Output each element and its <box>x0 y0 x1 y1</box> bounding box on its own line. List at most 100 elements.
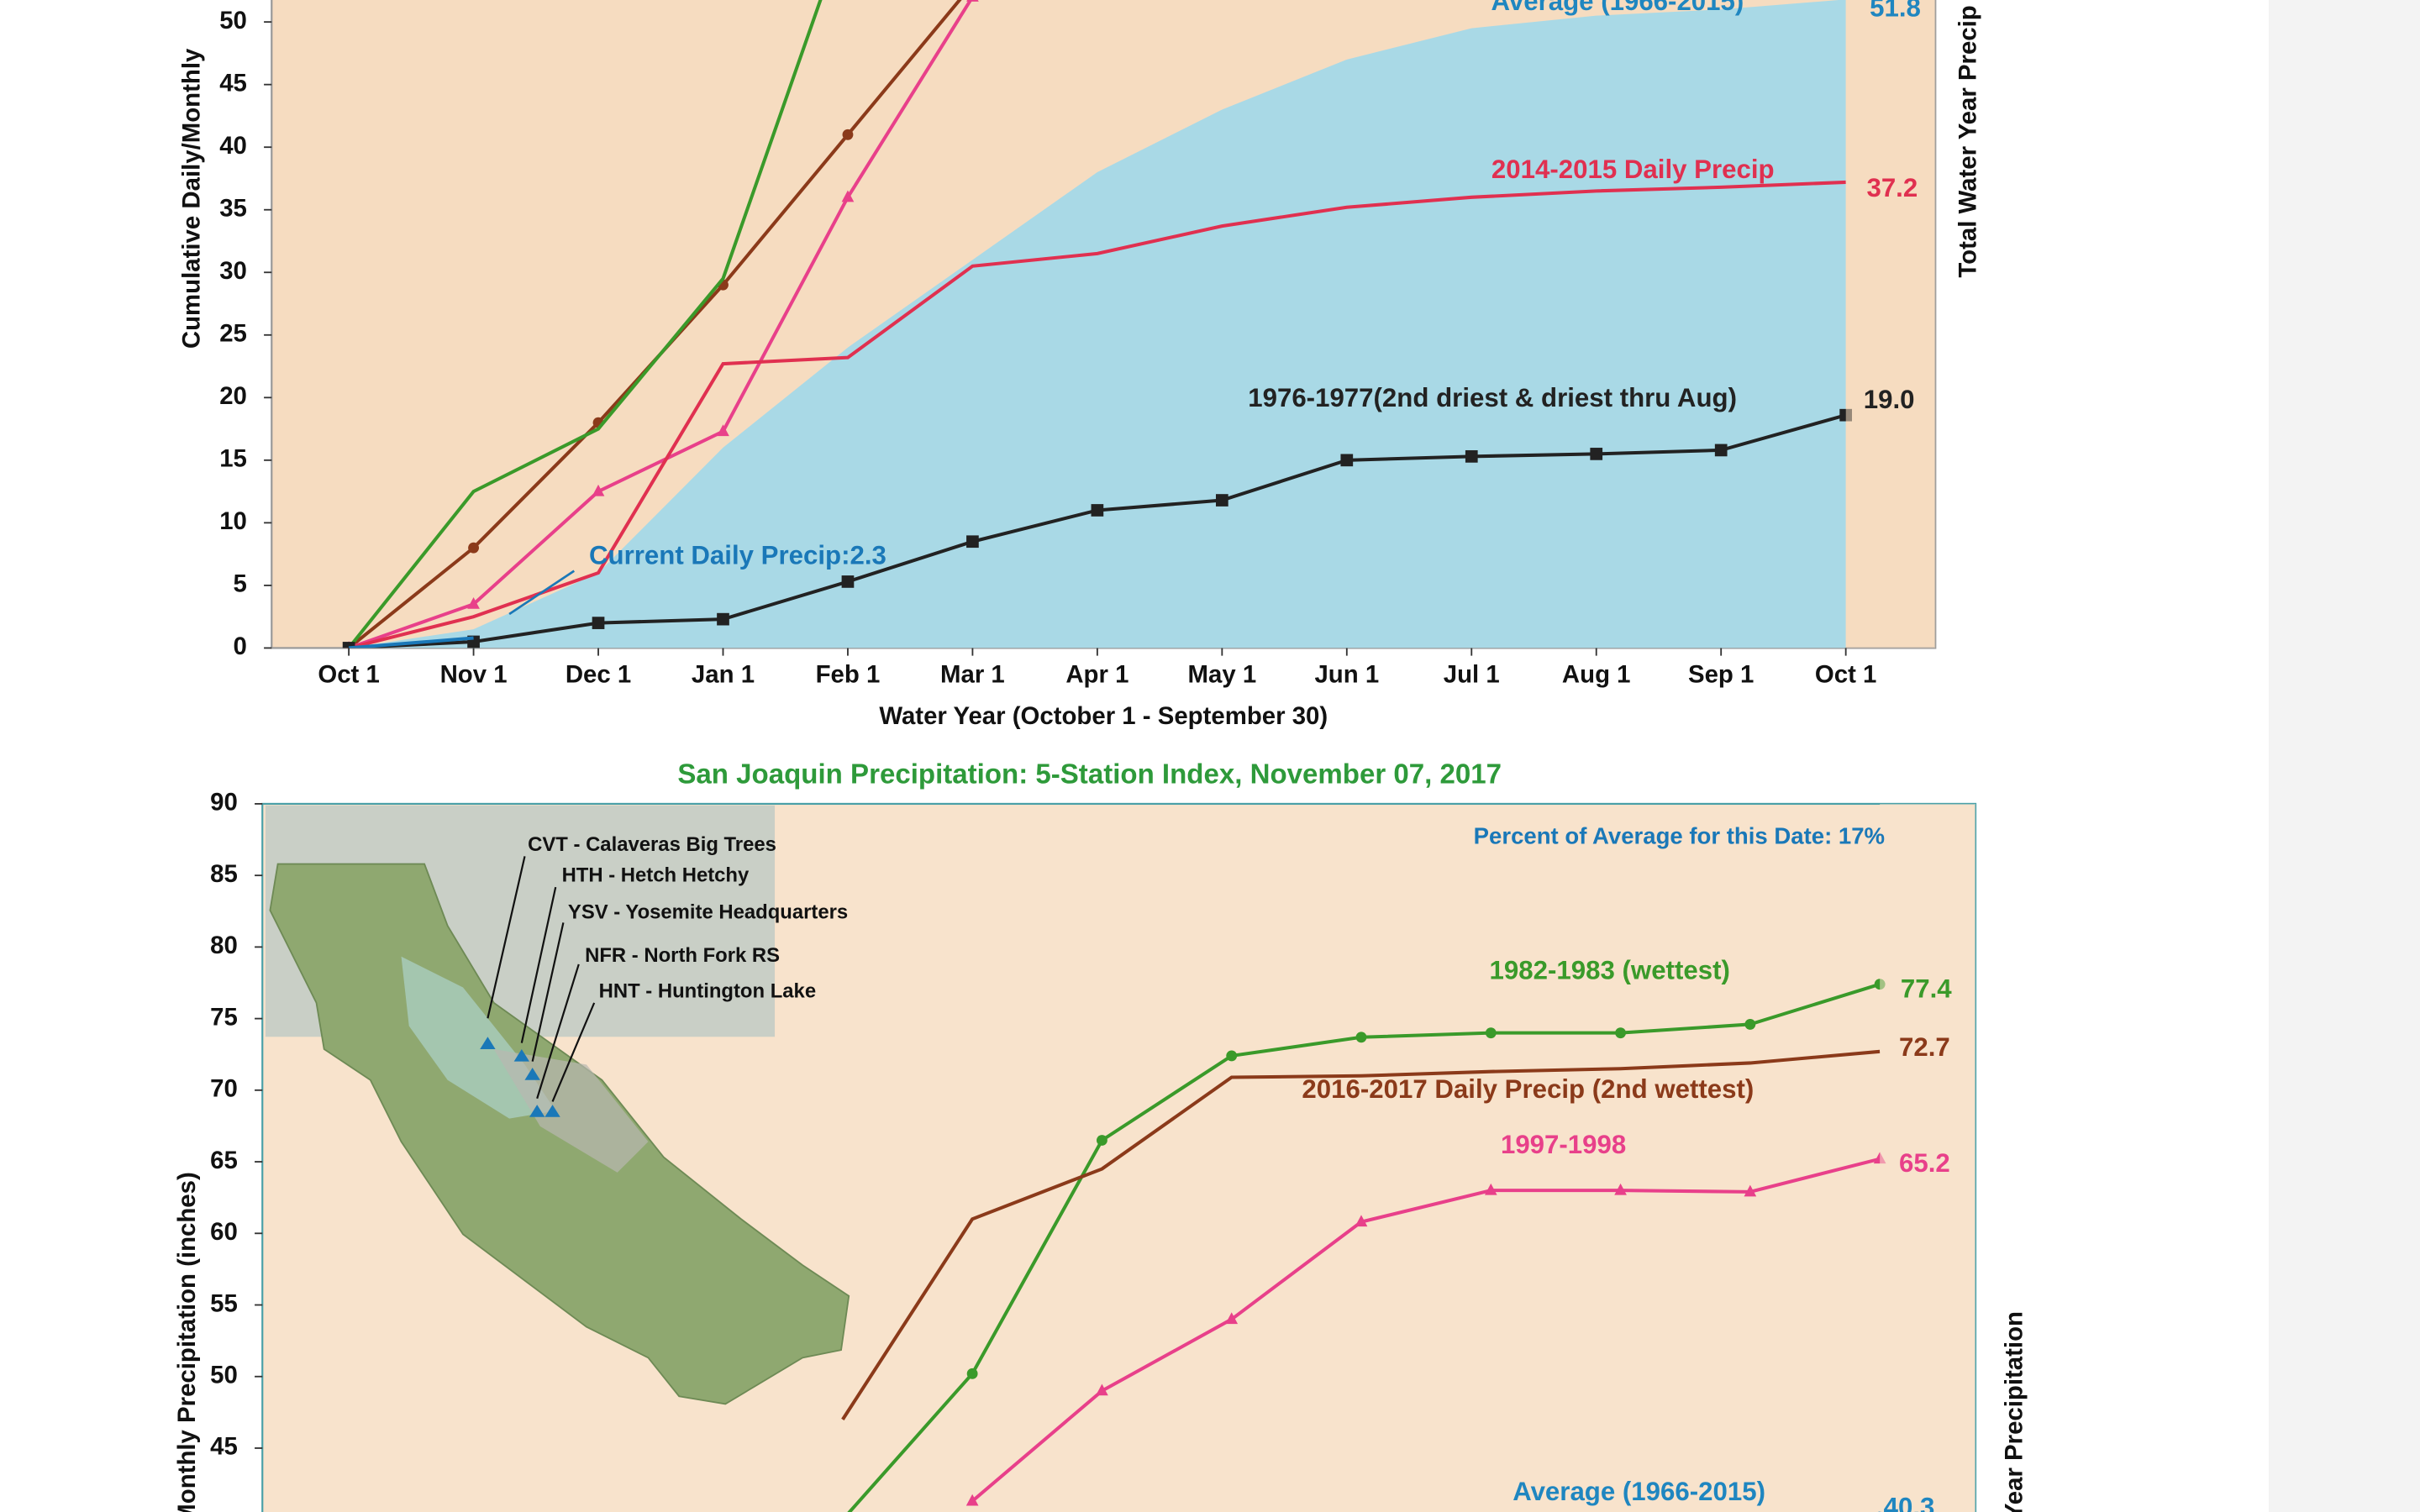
point-marker <box>1590 448 1603 460</box>
point-marker <box>592 484 605 496</box>
y-tick-label: 25 <box>219 320 247 348</box>
point-marker <box>965 1494 979 1506</box>
point-marker <box>1465 450 1478 463</box>
x-tick-label: Dec 1 <box>566 660 631 688</box>
station-marker <box>529 1105 545 1117</box>
x-tick-label: Apr 1 <box>1065 660 1128 688</box>
series-line <box>348 0 973 648</box>
x-tick-label: May 1 <box>1188 660 1257 688</box>
y-tick-label: 20 <box>219 382 247 410</box>
point-marker <box>841 575 855 588</box>
point-marker <box>1097 1135 1107 1146</box>
series-label: Current Daily Precip:2.3 <box>589 540 886 570</box>
y-tick-label: 90 <box>210 789 238 816</box>
y2-axis-label: Year Precipitation <box>2001 1311 2028 1512</box>
station-label: CVT - Calaveras Big Trees <box>528 833 776 856</box>
leader <box>487 856 526 1019</box>
point-marker <box>468 542 479 554</box>
series-label: 2014-2015 Daily Precip <box>1491 155 1775 184</box>
y-axis-label: Cumulative Daily/Monthly <box>177 48 205 349</box>
end-value-label: 65.2 <box>1899 1148 1950 1178</box>
station-label: NFR - North Fork RS <box>585 944 780 967</box>
series-line <box>971 1157 1881 1503</box>
leader <box>551 1002 596 1102</box>
point-marker <box>592 617 605 629</box>
point-marker <box>1096 1383 1108 1396</box>
series-line <box>841 1049 1881 1420</box>
end-value-label: 77.4 <box>1901 974 1952 1003</box>
point-marker <box>966 1368 978 1379</box>
point-marker <box>966 0 979 2</box>
series-line <box>347 0 823 648</box>
point-marker <box>1485 1027 1497 1039</box>
y-tick-label: 35 <box>219 194 247 222</box>
x-axis-label: Water Year (October 1 - September 30) <box>879 702 1328 730</box>
series-label: 2016-2017 Daily Precip (2nd wettest) <box>1302 1074 1754 1104</box>
series-label: 1982-1983 (wettest) <box>1490 955 1730 984</box>
station-label: HNT - Huntington Lake <box>599 979 816 1002</box>
series-label: 1976-1977(2nd driest & driest thru Aug) <box>1248 383 1737 412</box>
y-tick-label: 45 <box>219 69 247 97</box>
series-label: Average (1966-2015) <box>1512 1477 1765 1506</box>
texts: 0 5 10 15 20 25 30 35 40 45 50 Oct 1 Nov 1 Dec 1 Jan 1… <box>173 0 2028 1512</box>
leader <box>520 886 557 1043</box>
point-marker <box>1744 1019 1756 1030</box>
y-tick-label: 75 <box>210 1003 238 1031</box>
y-tick-label: 50 <box>210 1362 238 1389</box>
station-marker <box>513 1048 529 1062</box>
station-markers <box>480 1037 560 1117</box>
point-marker <box>1714 444 1728 457</box>
sierra-area <box>493 1048 649 1173</box>
point-marker <box>467 596 480 609</box>
point-marker <box>1744 1184 1757 1197</box>
x-tick-label: Nov 1 <box>440 660 508 688</box>
point-marker <box>1226 1050 1238 1062</box>
point-marker <box>842 129 854 140</box>
y-tick-label: 30 <box>219 257 247 285</box>
y-axis-label: Monthly Precipitation (inches) <box>173 1172 201 1512</box>
x-tick-label: Aug 1 <box>1562 660 1631 688</box>
edge-band <box>1880 803 1976 1512</box>
station-label: HTH - Hetch Hetchy <box>562 864 750 887</box>
point-marker <box>717 424 729 437</box>
point-marker <box>342 642 355 648</box>
point-marker <box>717 612 729 626</box>
x-tick-label: Sep 1 <box>1688 660 1754 688</box>
y-tick-label: 45 <box>210 1433 238 1461</box>
y-tick-label: 50 <box>219 7 247 34</box>
y-tick-label: 15 <box>219 445 247 473</box>
y-tick-label: 80 <box>210 932 238 959</box>
series-line <box>348 636 474 648</box>
y-tick-label: 10 <box>219 507 247 535</box>
x-tick-label: Jan 1 <box>692 660 755 688</box>
end-value-label: 40.3 <box>1884 1493 1935 1512</box>
y-tick-label: 0 <box>234 633 247 660</box>
edge-band <box>1845 0 1936 648</box>
point-marker <box>1215 494 1228 507</box>
x-tick-label: Oct 1 <box>1815 660 1876 688</box>
point-marker <box>1340 454 1354 467</box>
x-tick-label: Feb 1 <box>816 660 881 688</box>
point-marker <box>1355 1032 1367 1043</box>
end-value-label: 37.2 <box>1866 173 1918 202</box>
point-marker <box>966 535 979 549</box>
y-tick-label: 60 <box>210 1218 238 1246</box>
plots <box>255 0 1977 1512</box>
map <box>265 805 850 1405</box>
x-tick-label: Oct 1 <box>318 660 379 688</box>
y-tick-label: 5 <box>234 570 247 598</box>
scan-margin <box>2269 0 2420 1512</box>
leader <box>536 963 580 1100</box>
leader <box>531 922 565 1062</box>
end-value-label: 72.7 <box>1899 1032 1950 1062</box>
y-tick-label: 70 <box>210 1075 238 1103</box>
chart-title: San Joaquin Precipitation: 5-Station Ind… <box>677 759 1502 790</box>
chart-0 <box>264 0 1937 656</box>
station-marker <box>544 1105 560 1117</box>
point-marker <box>841 190 855 202</box>
y-tick-label: 40 <box>219 132 247 160</box>
x-tick-label: Mar 1 <box>940 660 1005 688</box>
plot-content <box>342 0 1936 648</box>
current-pointer <box>508 570 576 616</box>
